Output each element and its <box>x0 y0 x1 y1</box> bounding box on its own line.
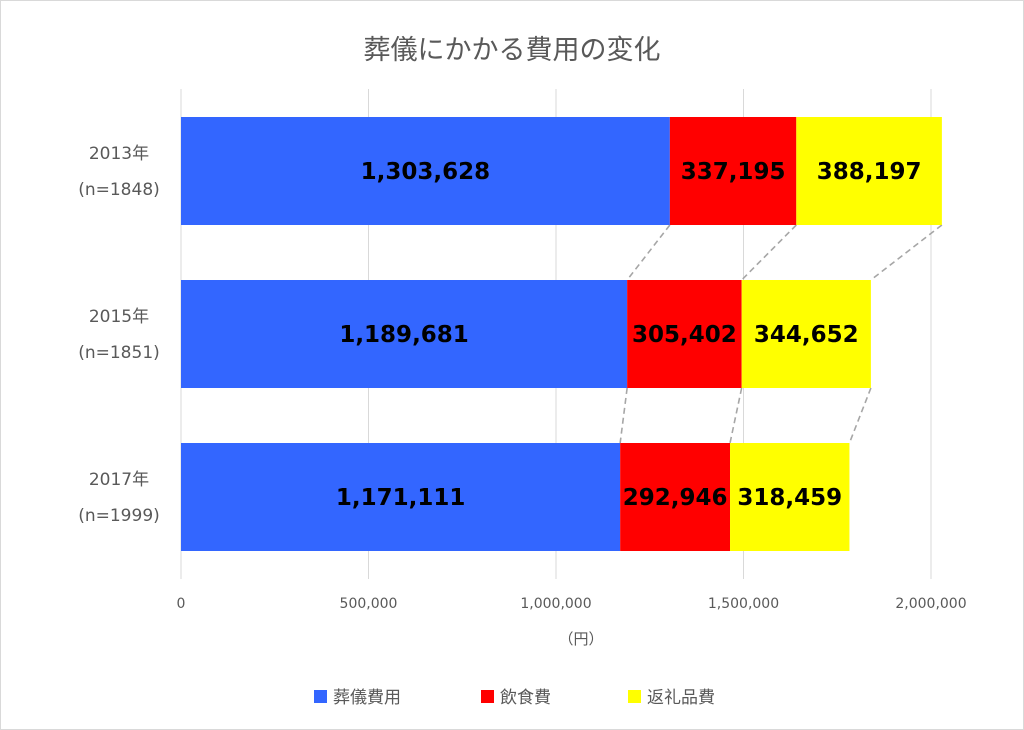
x-tick-label: 0 <box>177 596 186 612</box>
legend-label: 飲食費 <box>500 688 551 708</box>
x-tick-label: 500,000 <box>340 596 398 612</box>
legend-label: 葬儀費用 <box>333 688 401 708</box>
category-sample-label: (n=1848) <box>78 180 160 200</box>
bar-segment <box>181 280 628 388</box>
data-label: 305,402 <box>632 322 737 348</box>
x-axis-unit-label: （円） <box>558 630 603 648</box>
series-connector-line <box>741 224 797 281</box>
series-connector-line <box>619 387 628 444</box>
data-label: 318,459 <box>737 485 842 511</box>
category-year-label: 2013年 <box>89 144 149 164</box>
data-label: 1,189,681 <box>339 322 469 348</box>
x-tick-label: 2,000,000 <box>895 596 966 612</box>
category-sample-label: (n=1851) <box>78 343 160 363</box>
category-sample-label: (n=1999) <box>78 506 160 526</box>
data-label: 1,303,628 <box>361 159 491 185</box>
bar-segment <box>620 443 731 551</box>
data-label: 292,946 <box>623 485 728 511</box>
bar-segment <box>181 117 670 225</box>
data-label: 388,197 <box>817 159 922 185</box>
bar-segment <box>669 117 797 225</box>
bar-segment <box>741 280 871 388</box>
legend-swatch <box>314 690 327 703</box>
series-connector-line <box>626 224 671 281</box>
x-tick-label: 1,500,000 <box>708 596 779 612</box>
chart-title: 葬儀にかかる費用の変化 <box>364 35 661 66</box>
series-connector-line <box>848 387 872 444</box>
legend-swatch <box>628 690 641 703</box>
data-label: 344,652 <box>754 322 859 348</box>
data-label: 1,171,111 <box>336 485 466 511</box>
series-connector-line <box>729 387 743 444</box>
legend-label: 返礼品費 <box>647 688 715 708</box>
x-tick-label: 1,000,000 <box>520 596 591 612</box>
bar-segment <box>627 280 742 388</box>
category-year-label: 2017年 <box>89 470 149 490</box>
category-year-label: 2015年 <box>89 307 149 327</box>
legend-swatch <box>481 690 494 703</box>
data-label: 337,195 <box>681 159 786 185</box>
bar-segment <box>181 443 621 551</box>
series-connector-line <box>870 224 943 281</box>
bar-segment <box>796 117 942 225</box>
bar-segment <box>730 443 850 551</box>
